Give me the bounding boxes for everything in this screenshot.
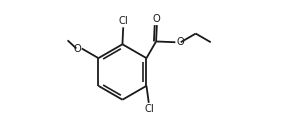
Text: O: O: [176, 37, 184, 47]
Text: O: O: [153, 14, 161, 24]
Text: O: O: [73, 43, 81, 54]
Text: Cl: Cl: [145, 104, 154, 114]
Text: Cl: Cl: [118, 16, 128, 26]
